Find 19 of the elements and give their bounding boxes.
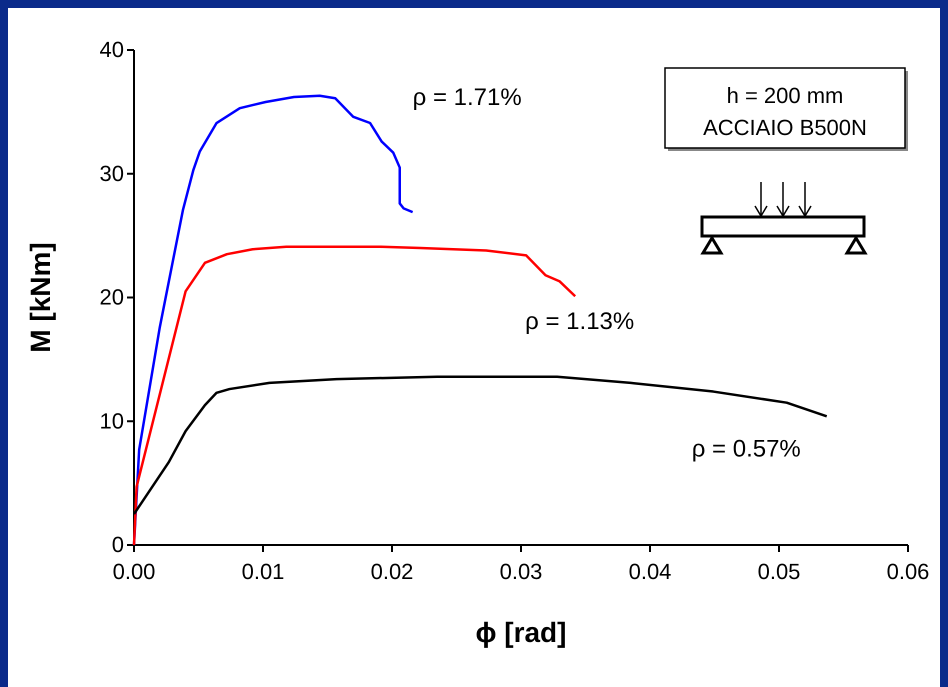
y-tick-label: 0 [112, 532, 124, 558]
annotation: h = 200 mm [726, 83, 844, 108]
x-axis-title: ϕ [rad] [476, 617, 566, 648]
y-tick-label: 40 [100, 37, 124, 62]
series-label: ρ = 0.57% [692, 435, 801, 462]
x-tick-label: 0.05 [758, 559, 800, 584]
series-label: ρ = 1.13% [525, 308, 634, 336]
x-tick-label: 0.06 [886, 559, 930, 584]
y-tick-label: 10 [100, 408, 124, 434]
x-tick-label: 0.01 [242, 559, 284, 584]
x-tick-label: 0.00 [112, 559, 156, 584]
x-tick-label: 0.04 [628, 559, 672, 584]
series-label: ρ = 1.71% [412, 84, 522, 112]
x-tick-label: 0.02 [370, 559, 414, 584]
annotation: ACCIAIO B500N [703, 115, 867, 140]
x-tick-label: 0.03 [500, 559, 542, 584]
y-tick-label: 20 [100, 284, 124, 310]
y-tick-label: 30 [100, 160, 124, 186]
y-axis-title: M [kNm] [25, 242, 56, 353]
